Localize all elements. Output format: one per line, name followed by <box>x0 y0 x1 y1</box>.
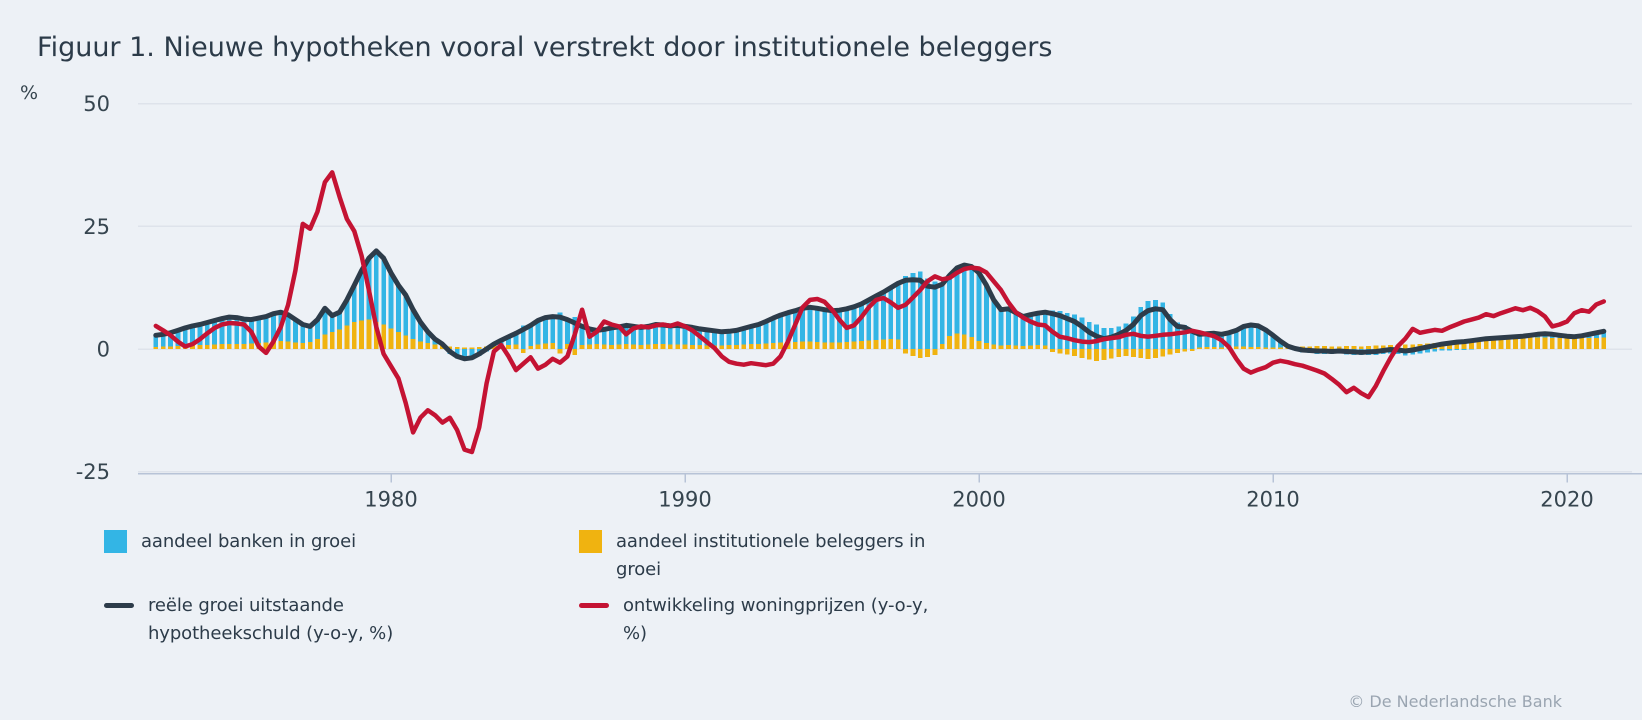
svg-text:1980: 1980 <box>364 488 417 512</box>
legend-label-banken: aandeel banken in groei <box>141 531 356 552</box>
banks-bar-swatch-icon <box>104 530 127 553</box>
institutional-bar-swatch-icon <box>579 530 602 553</box>
legend-item-woningprijzen: ontwikkeling woningprijzen (y-o-y, %) <box>579 592 953 648</box>
figure-title: Figuur 1. Nieuwe hypotheken vooral verst… <box>37 32 1053 64</box>
svg-text:2010: 2010 <box>1246 488 1299 512</box>
legend-label-woningprijzen: ontwikkeling woningprijzen (y-o-y, %) <box>623 595 929 644</box>
legend-item-banken: aandeel banken in groei <box>104 528 356 556</box>
legend-label-institutionele-beleggers: aandeel institutionele beleggers in groe… <box>616 531 926 580</box>
y-axis-unit-label: % <box>20 82 39 104</box>
mortgage-line-swatch-icon <box>104 603 134 608</box>
svg-text:1990: 1990 <box>658 488 711 512</box>
prices-line-swatch-icon <box>579 603 609 608</box>
legend-item-institutionele-beleggers: aandeel institutionele beleggers in groe… <box>579 528 946 584</box>
svg-text:0: 0 <box>97 338 110 362</box>
svg-text:2020: 2020 <box>1540 488 1593 512</box>
legend-item-hypotheekschuld: reële groei uitstaande hypotheekschuld (… <box>104 592 410 648</box>
attribution: © De Nederlandsche Bank <box>1348 692 1562 711</box>
svg-text:-25: -25 <box>76 460 110 484</box>
legend-label-hypotheekschuld: reële groei uitstaande hypotheekschuld (… <box>148 595 394 644</box>
svg-text:50: 50 <box>83 92 110 116</box>
svg-text:2000: 2000 <box>952 488 1005 512</box>
svg-text:25: 25 <box>83 215 110 239</box>
